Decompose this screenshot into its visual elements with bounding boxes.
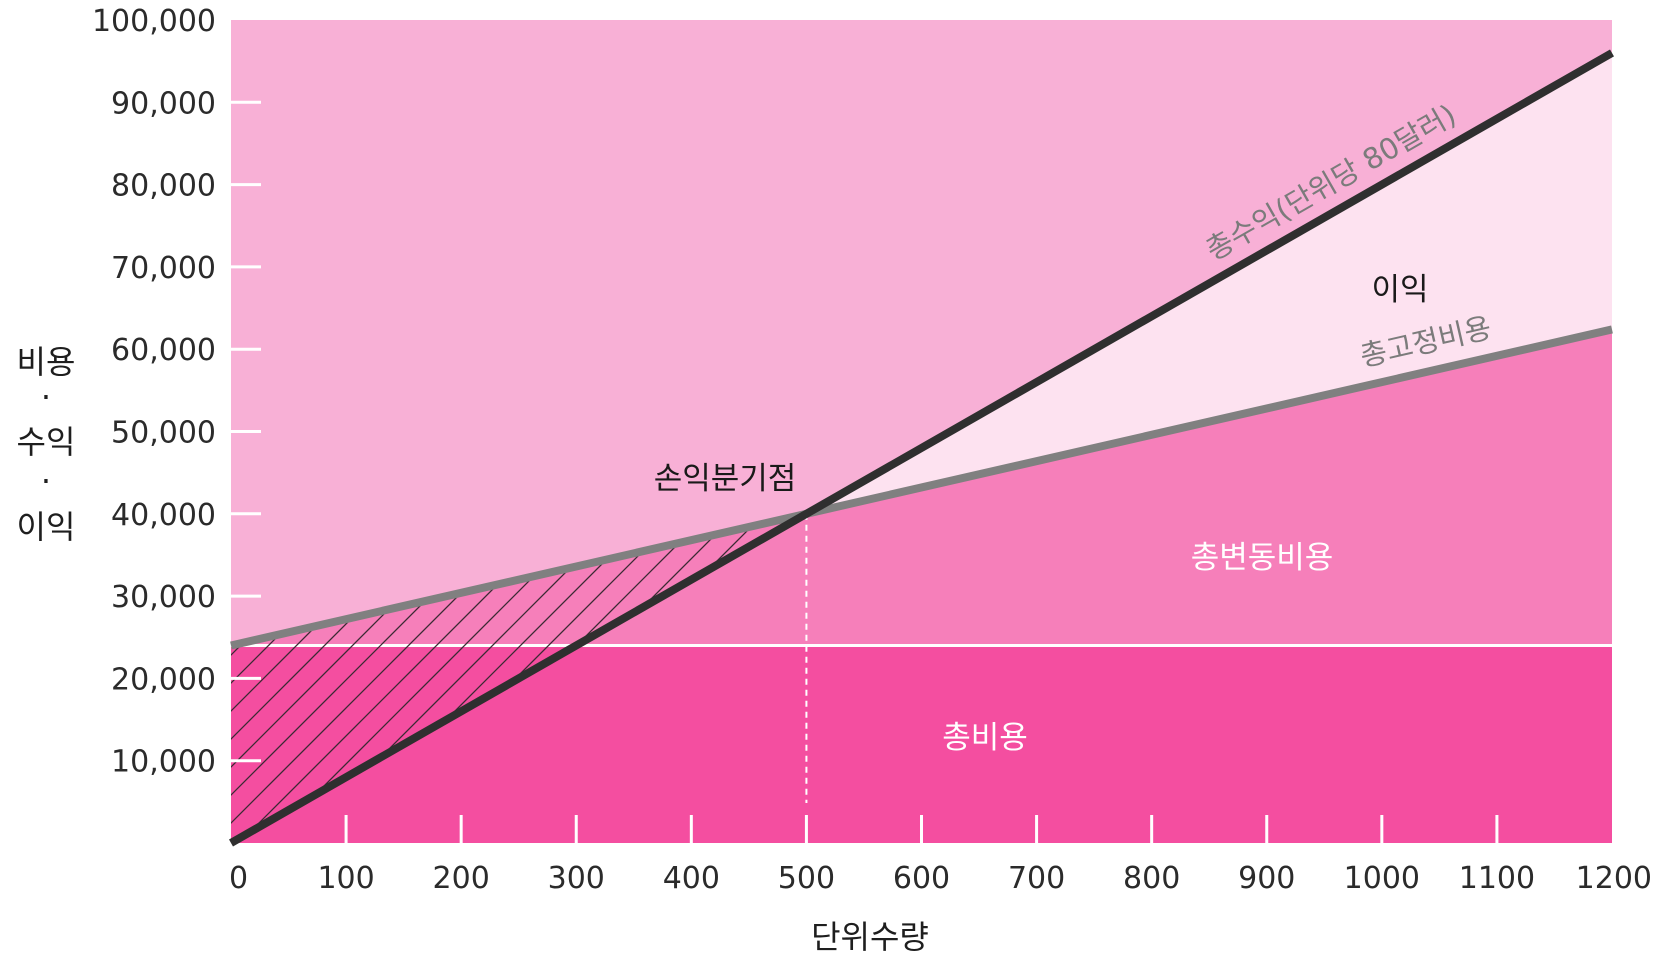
hatch-line — [294, 513, 807, 843]
x-tick-label: 800 — [1123, 861, 1180, 896]
x-tick-label: 200 — [433, 861, 490, 896]
x-tick-label: 600 — [893, 861, 950, 896]
y-tick-label: 80,000 — [111, 169, 216, 204]
x-tick-label: 100 — [317, 861, 374, 896]
y-axis-title-line: 수익 — [17, 423, 76, 461]
y-axis-title-line: · — [41, 462, 51, 500]
x-axis: 0 100 200 300 400 500 600 700 800 900 1000 1100 1200 — [229, 815, 1652, 896]
y-axis-title-line: · — [41, 378, 51, 416]
chart-lines — [229, 49, 1614, 847]
break-even-label: 손익분기점 — [654, 461, 797, 497]
y-tick-label: 60,000 — [111, 333, 216, 368]
y-tick-label: 70,000 — [111, 251, 216, 286]
variable-cost-label: 총변동비용 — [1191, 540, 1334, 576]
x-tick-label: 1100 — [1459, 861, 1535, 896]
total-cost-line — [230, 325, 1613, 650]
hatch-line — [231, 513, 807, 843]
y-axis-title-line: 이익 — [17, 508, 76, 546]
hatch-line — [266, 513, 807, 843]
x-axis-title: 단위수량 — [811, 918, 929, 956]
region-total-cost — [231, 645, 1612, 843]
y-tick-label: 10,000 — [111, 745, 216, 780]
hatch-line — [231, 513, 807, 843]
x-tick-label: 0 — [229, 861, 248, 896]
total-revenue-line — [229, 49, 1614, 847]
y-axis: 10,000 20,000 30,000 40,000 50,000 60,000 70,0… — [92, 4, 261, 780]
hatch-line — [238, 513, 807, 843]
x-tick-label: 700 — [1008, 861, 1065, 896]
hatch-line — [231, 513, 807, 843]
x-tick-label: 400 — [663, 861, 720, 896]
hatch-line — [231, 513, 807, 843]
x-tick-label: 1200 — [1576, 861, 1652, 896]
profit-label: 이익 — [1371, 272, 1428, 308]
y-tick-label: 30,000 — [111, 580, 216, 615]
x-tick-label: 1000 — [1344, 861, 1420, 896]
hatch-line — [231, 513, 807, 843]
y-axis-title-line: 비용 — [17, 343, 76, 381]
y-tick-label: 50,000 — [111, 416, 216, 451]
y-tick-label: 90,000 — [111, 86, 216, 121]
x-tick-label: 500 — [778, 861, 835, 896]
hatch-line — [322, 513, 807, 843]
x-tick-label: 300 — [548, 861, 605, 896]
total-cost-label: 총비용 — [942, 720, 1028, 756]
x-tick-label: 900 — [1238, 861, 1295, 896]
y-tick-label: 100,000 — [92, 4, 216, 39]
y-tick-label: 40,000 — [111, 498, 216, 533]
y-tick-label: 20,000 — [111, 662, 216, 697]
